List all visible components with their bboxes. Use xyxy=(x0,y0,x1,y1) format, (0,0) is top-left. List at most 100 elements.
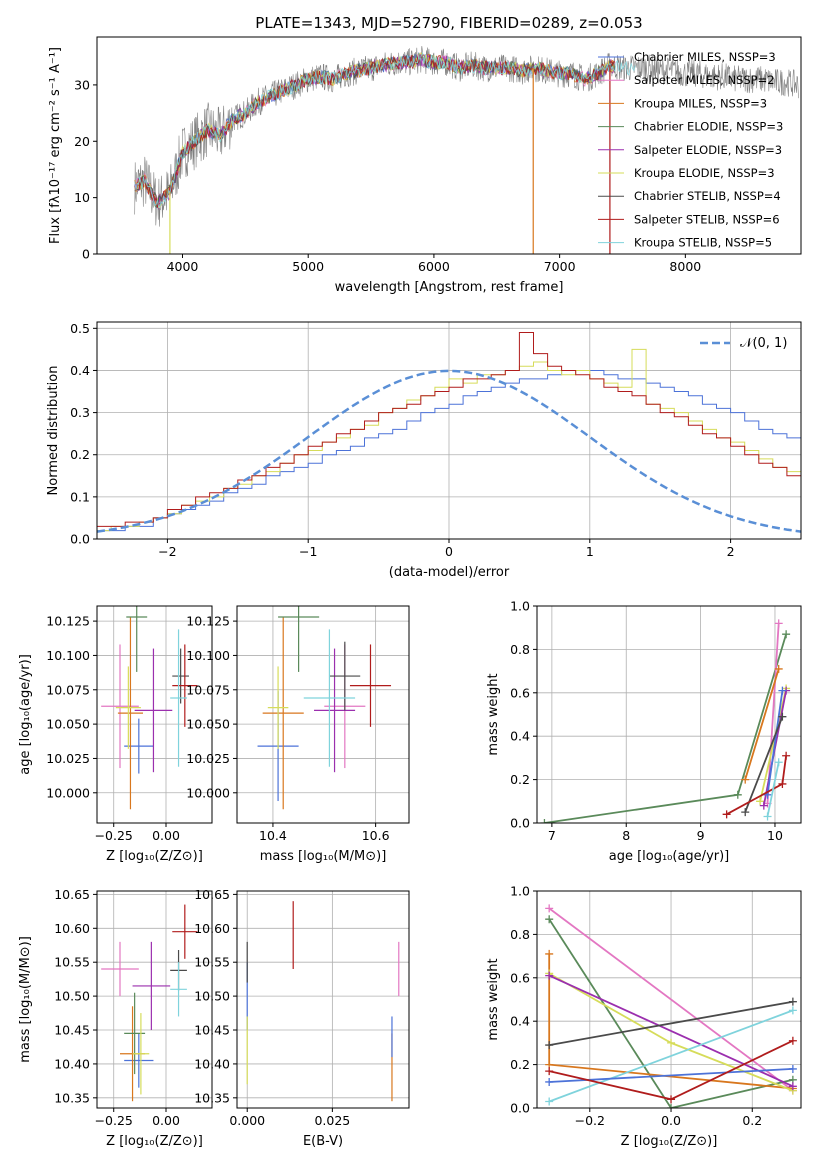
y-tick-label: 10.60 xyxy=(54,921,90,936)
y-tick-label: 10.50 xyxy=(54,989,90,1004)
age-vs-mass-panel-area xyxy=(257,606,392,810)
y-axis-label: mass weight xyxy=(486,958,501,1040)
series-line xyxy=(548,918,794,1108)
plus-marker xyxy=(545,1067,554,1076)
plus-marker xyxy=(545,971,554,980)
plus-marker xyxy=(756,797,765,806)
y-tick-label: 0.5 xyxy=(70,321,90,336)
plus-marker xyxy=(741,775,750,784)
plus-marker xyxy=(782,751,791,760)
data-point xyxy=(101,644,139,769)
plus-marker xyxy=(733,790,742,799)
y-axis-label: Normed distribution xyxy=(46,366,61,496)
y-tick-label: 0 xyxy=(82,247,90,262)
plus-marker xyxy=(763,812,772,821)
plus-marker xyxy=(741,808,750,817)
series-line xyxy=(744,668,780,780)
y-tick-label: 0.2 xyxy=(510,772,530,787)
y-tick-label: 10.025 xyxy=(46,751,90,766)
y-tick-label: 10 xyxy=(74,190,90,205)
y-tick-label: 20 xyxy=(74,134,90,149)
y-tick-label: 0.4 xyxy=(510,729,530,744)
series-line xyxy=(759,688,787,802)
plus-marker xyxy=(667,1104,676,1108)
y-tick-label: 30 xyxy=(74,77,90,92)
y-tick-label: 10.075 xyxy=(46,682,90,697)
data-point xyxy=(134,648,173,773)
plus-marker xyxy=(545,949,554,958)
x-axis-label: Z [log₁₀(Z/Z⊙)] xyxy=(106,849,203,864)
data-point xyxy=(124,718,154,774)
data-point xyxy=(124,1033,154,1088)
y-tick-label: 10.60 xyxy=(194,921,230,936)
x-axis-label: age [log₁₀(age/yr)] xyxy=(609,849,730,864)
x-tick-label: 2 xyxy=(727,544,735,559)
plus-marker xyxy=(778,712,787,721)
data-point xyxy=(349,644,392,727)
spectrum-plot-area xyxy=(134,46,799,254)
legend-entry: Kroupa MILES, NSSP=3 xyxy=(634,96,767,110)
y-tick-label: 1.0 xyxy=(510,599,530,614)
data-point xyxy=(132,941,171,1031)
data-point xyxy=(124,992,146,1075)
plus-marker xyxy=(667,1038,676,1047)
spectrum-panel: 4000 5000 6000 7000 8000 0 10 20 30 wavelength [A… xyxy=(48,14,802,295)
y-tick-label: 1.0 xyxy=(510,884,530,899)
x-tick-label: 9 xyxy=(697,828,705,843)
normal-reference-curve xyxy=(97,369,801,533)
legend-entry: Chabrier ELODIE, NSSP=3 xyxy=(634,120,783,134)
legend-entry: Salpeter ELODIE, NSSP=3 xyxy=(634,143,782,157)
x-tick-label: 7 xyxy=(548,828,556,843)
y-axis-label: mass weight xyxy=(486,673,501,755)
x-tick-label: 7000 xyxy=(544,259,576,274)
x-tick-label: 10 xyxy=(767,828,783,843)
plot-frame xyxy=(96,890,213,1109)
x-tick-label: 0.000 xyxy=(229,1113,265,1128)
x-tick-label: 0.2 xyxy=(742,1113,762,1128)
model-spectrum-line xyxy=(134,53,616,208)
y-tick-label: 10.40 xyxy=(194,1056,230,1071)
plus-marker xyxy=(774,619,783,628)
plus-marker xyxy=(722,810,731,819)
histogram-plot-area xyxy=(97,332,801,533)
mass-vs-extinction-panel-area xyxy=(246,901,400,1102)
plot-frame xyxy=(236,890,410,1109)
data-point xyxy=(267,666,289,749)
y-tick-label: 0.3 xyxy=(70,405,90,420)
y-tick-label: 10.125 xyxy=(186,614,230,629)
data-point xyxy=(126,606,148,672)
x-axis-label: E(B-V) xyxy=(303,1134,343,1149)
x-axis-label: wavelength [Angstrom, rest frame] xyxy=(335,280,564,295)
data-point xyxy=(132,1013,150,1095)
x-tick-label: 10.6 xyxy=(362,828,390,843)
plus-marker xyxy=(778,686,787,695)
y-tick-label: 0.2 xyxy=(70,447,90,462)
y-tick-label: 10.40 xyxy=(54,1056,90,1071)
data-point xyxy=(262,616,304,810)
y-tick-label: 10.50 xyxy=(194,989,230,1004)
series-line xyxy=(766,762,780,817)
histogram-panel: −2 −1 0 1 2 0.0 0.1 0.2 0.3 0.4 0.5 (data-model)/er… xyxy=(46,321,802,580)
y-tick-label: 10.075 xyxy=(186,682,230,697)
plot-frame xyxy=(536,890,802,1109)
plus-marker xyxy=(545,904,554,913)
x-tick-label: −0.2 xyxy=(575,1113,605,1128)
x-axis-label: mass [log₁₀(M/M⊙)] xyxy=(260,849,387,864)
y-tick-label: 10.125 xyxy=(46,614,90,629)
data-point xyxy=(170,629,187,767)
y-tick-label: 0.0 xyxy=(70,532,90,547)
plus-marker xyxy=(788,1064,797,1073)
plus-marker xyxy=(788,1006,797,1015)
mass-vs-extinction-panel: 0.000 0.025 10.35 10.40 10.45 10.50 10.55 10.60… xyxy=(194,887,410,1149)
y-tick-label: 10.65 xyxy=(54,887,90,902)
x-tick-label: 0 xyxy=(445,544,453,559)
legend-entry: Chabrier STELIB, NSSP=4 xyxy=(634,189,781,203)
plus-marker xyxy=(545,1077,554,1086)
y-tick-label: 10.100 xyxy=(186,648,230,663)
plot-frame xyxy=(236,605,410,824)
age-vs-metallicity-panel-area xyxy=(101,606,198,810)
y-tick-label: 0.6 xyxy=(510,970,530,985)
legend-entry: Salpeter STELIB, NSSP=6 xyxy=(634,212,780,226)
data-point xyxy=(172,644,198,727)
